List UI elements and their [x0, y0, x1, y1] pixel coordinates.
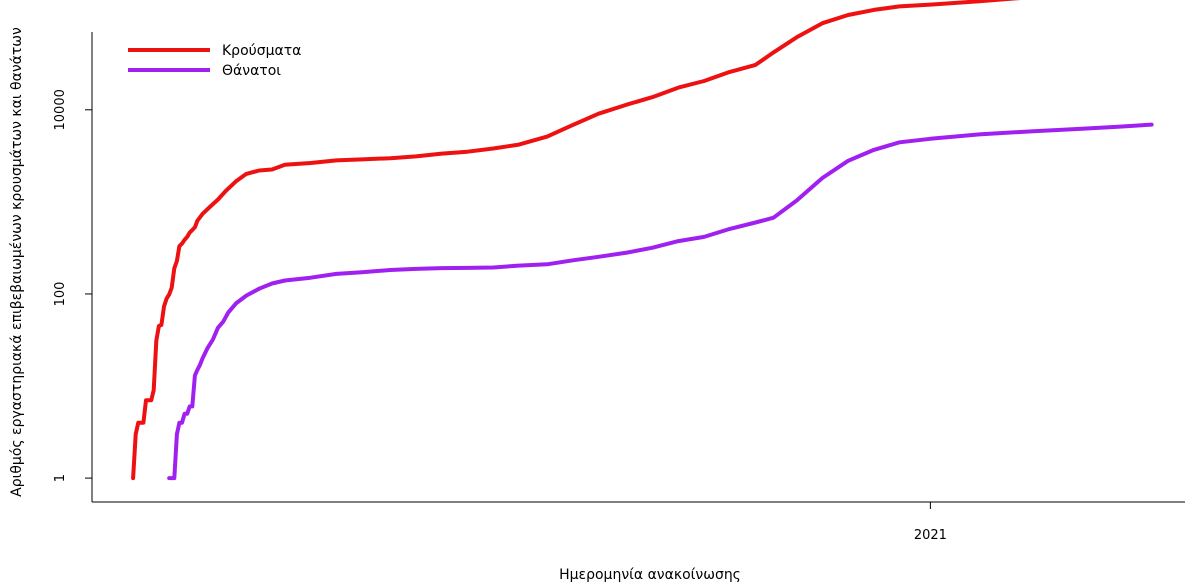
series-line-2 [167, 122, 1154, 481]
x-ticks: 2021 [914, 502, 947, 543]
legend-label: Θάνατοι [222, 63, 281, 79]
series-line-1 [131, 0, 1021, 481]
y-ticks: 1 100 10000 [53, 89, 92, 482]
y-axis-label: Αριθμός εργαστηριακά επιβεβαιωμένων κρου… [9, 27, 25, 497]
x-axis-label: Ημερομηνία ανακοίνωσης [559, 567, 741, 583]
legend: Κρούσματα Θάνατοι [128, 43, 301, 79]
legend-label: Κρούσματα [222, 43, 301, 59]
y-tick-label: 10000 [53, 89, 68, 130]
x-tick-label: 2021 [914, 528, 947, 543]
series-lines [131, 0, 1154, 481]
y-tick-label: 100 [53, 282, 68, 307]
y-tick-label: 1 [53, 474, 68, 482]
